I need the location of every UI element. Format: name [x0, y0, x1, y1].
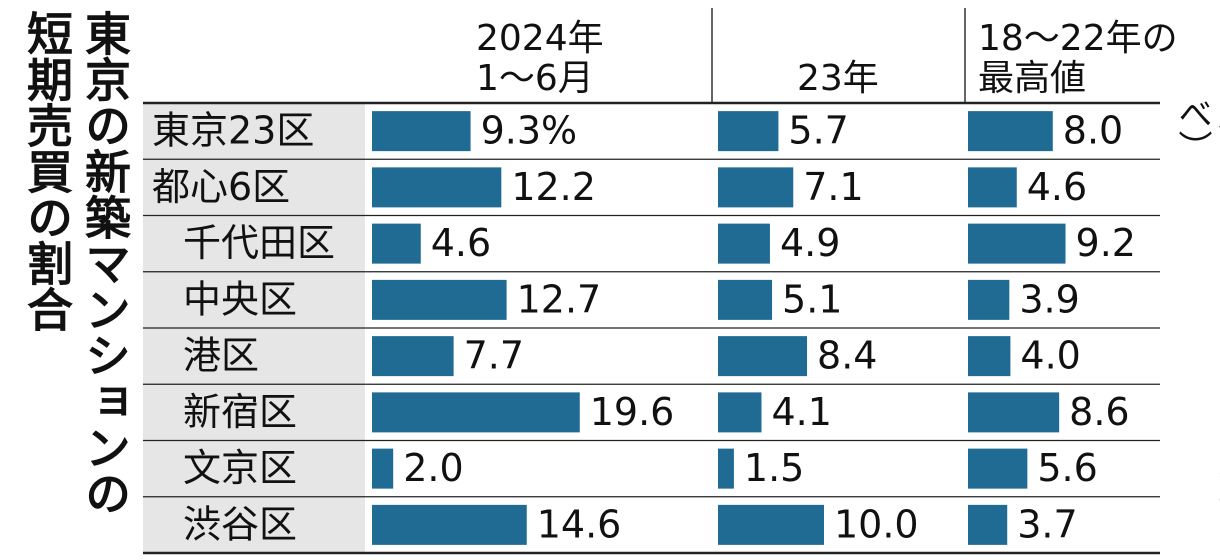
bar	[968, 336, 1011, 377]
value-label: 8.4	[817, 334, 877, 378]
bar	[968, 504, 1008, 545]
value-label: 5.1	[782, 277, 842, 321]
bar	[718, 336, 808, 377]
column-header: 18～22年の 最高値	[978, 18, 1178, 99]
bar	[718, 111, 779, 152]
bar	[968, 223, 1066, 264]
category-label: 港区	[183, 334, 259, 378]
category-label: 千代田区	[183, 221, 335, 265]
category-label: 新宿区	[183, 390, 297, 434]
value-label: 7.7	[464, 334, 524, 378]
bar	[718, 392, 762, 433]
value-label: 10.0	[834, 502, 919, 546]
value-label: 4.6	[431, 221, 491, 265]
value-label: 5.6	[1037, 446, 1097, 490]
value-label: 12.7	[517, 277, 602, 321]
bar	[718, 504, 824, 545]
value-label: 3.9	[1019, 277, 1079, 321]
category-label: 文京区	[183, 446, 297, 490]
value-label: 8.0	[1063, 109, 1123, 153]
category-label: 都心6区	[152, 165, 290, 209]
bar	[968, 392, 1060, 433]
bar	[372, 111, 471, 152]
value-label: 14.6	[537, 502, 622, 546]
source-note: （1年以内の売買。国交省調べ）	[1172, 96, 1220, 526]
value-label: 1.5	[744, 446, 804, 490]
value-label: 4.0	[1020, 334, 1080, 378]
bar	[372, 279, 507, 320]
category-label: 中央区	[183, 277, 297, 321]
value-label: 4.9	[780, 221, 840, 265]
bar	[718, 167, 794, 208]
bar	[372, 336, 454, 377]
value-label: 3.7	[1017, 502, 1077, 546]
value-label: 7.1	[803, 165, 863, 209]
value-label: 2.0	[403, 446, 463, 490]
category-label: 東京23区	[152, 109, 314, 153]
bar	[718, 279, 773, 320]
bar	[372, 448, 394, 489]
column-header: 23年	[797, 58, 879, 99]
value-label: 4.1	[771, 390, 831, 434]
bar	[968, 167, 1017, 208]
bar	[372, 392, 580, 433]
bar	[968, 448, 1028, 489]
bar	[718, 223, 770, 264]
bar	[968, 279, 1010, 320]
column-header: 2024年 1～6月	[476, 18, 604, 99]
value-label: 19.6	[590, 390, 675, 434]
chart-title: 東京の新築マンションの短期売買の割合	[20, 10, 132, 516]
bar	[968, 111, 1053, 152]
bar	[372, 223, 421, 264]
bar	[718, 448, 734, 489]
value-label: 12.2	[511, 165, 596, 209]
value-label: 5.7	[788, 109, 848, 153]
category-label: 渋谷区	[183, 502, 297, 546]
bar	[372, 167, 502, 208]
value-label: 9.2	[1076, 221, 1136, 265]
bar	[372, 504, 527, 545]
value-label: 9.3%	[481, 109, 578, 153]
value-label: 4.6	[1027, 165, 1087, 209]
value-label: 8.6	[1069, 390, 1129, 434]
